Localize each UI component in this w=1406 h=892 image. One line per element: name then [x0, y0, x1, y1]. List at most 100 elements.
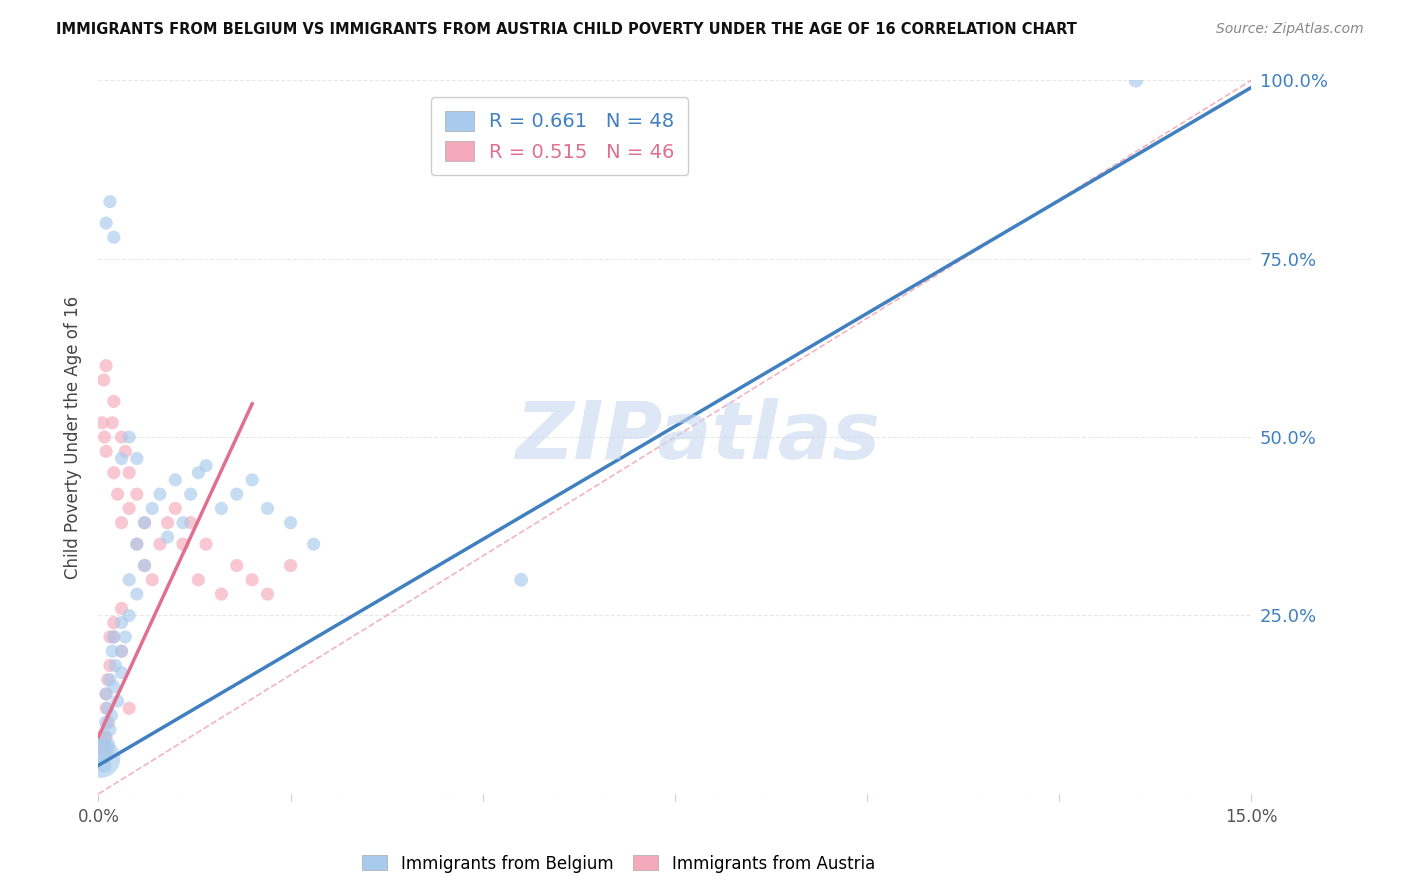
Point — [125, 487, 148, 501]
Point — [114, 444, 136, 458]
Point — [93, 730, 115, 744]
Point — [91, 737, 114, 751]
Point — [134, 558, 156, 573]
Point — [209, 501, 232, 516]
Point — [90, 751, 112, 765]
Point — [118, 466, 141, 480]
Legend: Immigrants from Belgium, Immigrants from Austria: Immigrants from Belgium, Immigrants from… — [356, 848, 882, 880]
Point — [225, 558, 247, 573]
Point — [110, 644, 132, 658]
Point — [103, 394, 125, 409]
Point — [93, 758, 115, 772]
Point — [240, 473, 263, 487]
Point — [103, 615, 125, 630]
Point — [94, 687, 117, 701]
Point — [280, 558, 302, 573]
Text: Source: ZipAtlas.com: Source: ZipAtlas.com — [1216, 22, 1364, 37]
Point — [91, 744, 114, 758]
Point — [97, 715, 120, 730]
Point — [172, 516, 194, 530]
Point — [125, 451, 148, 466]
Point — [110, 644, 132, 658]
Point — [240, 573, 263, 587]
Point — [180, 516, 202, 530]
Point — [103, 466, 125, 480]
Point — [91, 416, 114, 430]
Point — [180, 487, 202, 501]
Point — [104, 658, 127, 673]
Point — [141, 501, 163, 516]
Point — [97, 737, 120, 751]
Point — [98, 673, 121, 687]
Point — [97, 673, 120, 687]
Point — [110, 451, 132, 466]
Text: ZIPatlas: ZIPatlas — [516, 398, 880, 476]
Point — [98, 194, 121, 209]
Point — [107, 694, 129, 708]
Point — [94, 359, 117, 373]
Point — [134, 516, 156, 530]
Point — [103, 630, 125, 644]
Point — [118, 701, 141, 715]
Point — [118, 501, 141, 516]
Point — [125, 537, 148, 551]
Point — [141, 573, 163, 587]
Point — [187, 466, 209, 480]
Point — [94, 444, 117, 458]
Point — [94, 730, 117, 744]
Y-axis label: Child Poverty Under the Age of 16: Child Poverty Under the Age of 16 — [65, 295, 83, 579]
Point — [118, 430, 141, 444]
Point — [256, 587, 278, 601]
Point — [156, 516, 179, 530]
Text: IMMIGRANTS FROM BELGIUM VS IMMIGRANTS FROM AUSTRIA CHILD POVERTY UNDER THE AGE O: IMMIGRANTS FROM BELGIUM VS IMMIGRANTS FR… — [56, 22, 1077, 37]
Point — [187, 573, 209, 587]
Point — [165, 473, 187, 487]
Point — [149, 537, 172, 551]
Point — [110, 516, 132, 530]
Legend: R = 0.661   N = 48, R = 0.515   N = 46: R = 0.661 N = 48, R = 0.515 N = 46 — [432, 97, 689, 175]
Point — [110, 615, 132, 630]
Point — [225, 487, 247, 501]
Point — [280, 516, 302, 530]
Point — [94, 701, 117, 715]
Point — [101, 644, 124, 658]
Point — [90, 730, 112, 744]
Point — [107, 487, 129, 501]
Point — [510, 573, 533, 587]
Point — [195, 458, 218, 473]
Point — [103, 230, 125, 244]
Point — [98, 630, 121, 644]
Point — [110, 665, 132, 680]
Point — [93, 744, 115, 758]
Point — [125, 587, 148, 601]
Point — [149, 487, 172, 501]
Point — [134, 558, 156, 573]
Point — [118, 608, 141, 623]
Point — [172, 537, 194, 551]
Point — [125, 537, 148, 551]
Point — [97, 701, 120, 715]
Point — [195, 537, 218, 551]
Point — [101, 416, 124, 430]
Point — [114, 630, 136, 644]
Point — [93, 373, 115, 387]
Point — [165, 501, 187, 516]
Point — [118, 573, 141, 587]
Point — [156, 530, 179, 544]
Point — [256, 501, 278, 516]
Point — [110, 601, 132, 615]
Point — [94, 216, 117, 230]
Point — [1125, 73, 1147, 87]
Point — [302, 537, 325, 551]
Point — [134, 516, 156, 530]
Point — [103, 680, 125, 694]
Point — [94, 687, 117, 701]
Point — [98, 723, 121, 737]
Point — [110, 430, 132, 444]
Point — [93, 430, 115, 444]
Point — [94, 715, 117, 730]
Point — [103, 630, 125, 644]
Point — [100, 708, 122, 723]
Point — [209, 587, 232, 601]
Point — [98, 658, 121, 673]
